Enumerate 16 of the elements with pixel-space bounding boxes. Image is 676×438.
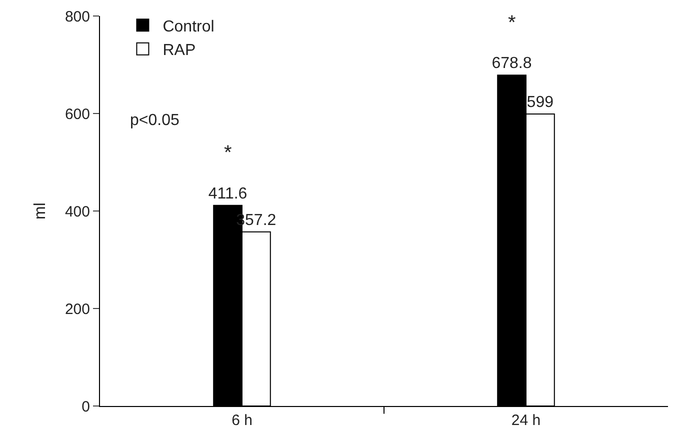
data-label: 411.6 <box>208 185 248 202</box>
annotation: * <box>224 142 232 164</box>
data-label: 599 <box>526 94 554 111</box>
legend-label: Control <box>162 18 214 36</box>
annotation: * <box>508 12 516 34</box>
y-tick-label: 0 <box>82 398 90 416</box>
annotation: p<0.05 <box>130 112 180 129</box>
legend-label: RAP <box>162 42 196 60</box>
y-tick-label: 800 <box>64 8 90 26</box>
x-tick-label: 24 h <box>511 412 541 429</box>
y-tick-label: 400 <box>64 203 90 220</box>
data-label: 678.8 <box>492 55 532 72</box>
y-tick-label: 200 <box>64 300 90 318</box>
y-tick-label: 600 <box>64 106 90 123</box>
x-tick-label: 6 h <box>232 412 252 429</box>
y-axis-title: ml <box>32 202 49 220</box>
